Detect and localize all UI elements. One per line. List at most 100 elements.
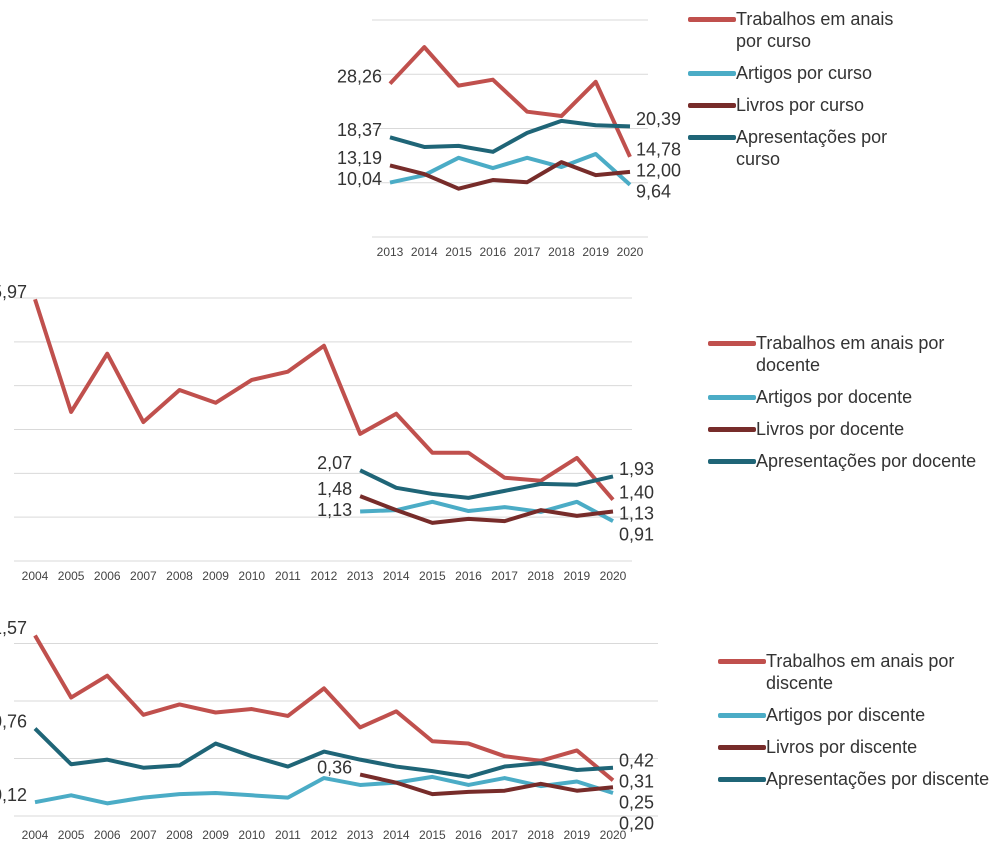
x-tick-label: 2004 — [22, 569, 49, 583]
x-tick-label: 2014 — [411, 245, 438, 259]
data-label: 1,13 — [317, 500, 352, 520]
data-label: 18,37 — [337, 120, 382, 140]
data-label: 0,12 — [0, 785, 27, 805]
legend-entry: Artigos por curso — [688, 62, 898, 84]
legend-swatch — [708, 341, 756, 346]
legend-entry: Trabalhos em anais por discente — [718, 650, 1002, 694]
data-label: 20,39 — [636, 109, 681, 129]
x-tick-label: 2016 — [480, 245, 507, 259]
legend-entry: Apresentações por docente — [708, 450, 998, 472]
series-line — [388, 45, 632, 158]
x-tick-label: 2011 — [275, 828, 301, 842]
legend-swatch — [708, 395, 756, 400]
legend-entry: Apresentações por discente — [718, 768, 1002, 790]
legend-swatch — [688, 17, 736, 22]
data-label: 0,25 — [619, 792, 654, 812]
legend-entry: Livros por docente — [708, 418, 998, 440]
x-tick-label: 2009 — [202, 569, 229, 583]
x-tick-label: 2016 — [455, 569, 482, 583]
series-line — [359, 468, 614, 500]
data-label: 5,97 — [0, 282, 27, 302]
x-tick-label: 2010 — [238, 569, 265, 583]
data-label: 1,93 — [619, 459, 654, 479]
data-label: 1,57 — [0, 618, 27, 638]
x-tick-label: 2015 — [419, 569, 446, 583]
x-tick-label: 2015 — [419, 828, 446, 842]
x-tick-label: 2009 — [202, 828, 229, 842]
x-tick-label: 2010 — [238, 828, 265, 842]
x-tick-label: 2018 — [548, 245, 575, 259]
legend-label: Artigos por docente — [756, 387, 913, 407]
data-label: 1,48 — [317, 479, 352, 499]
x-tick-label: 2006 — [94, 828, 121, 842]
x-tick-label: 2017 — [514, 245, 541, 259]
x-tick-label: 2005 — [58, 828, 85, 842]
x-tick-label: 2006 — [94, 569, 121, 583]
x-tick-label: 2011 — [275, 569, 301, 583]
x-tick-label: 2018 — [527, 828, 554, 842]
x-tick-label: 2020 — [600, 828, 627, 842]
data-label: 9,64 — [636, 182, 671, 202]
x-tick-label: 2017 — [491, 569, 518, 583]
legend-swatch — [718, 745, 766, 750]
legend-label: Apresentações por docente — [756, 451, 977, 471]
x-tick-label: 2013 — [347, 828, 374, 842]
legend-label: Apresentações por curso — [736, 127, 888, 169]
legend: Trabalhos em anais por curso Artigos por … — [688, 8, 898, 180]
legend-entry: Artigos por docente — [708, 386, 998, 408]
series-line — [359, 494, 614, 525]
legend-label: Artigos por curso — [736, 63, 873, 83]
legend-label: Livros por curso — [736, 95, 865, 115]
legend-entry: Trabalhos em anais por docente — [708, 332, 998, 376]
data-label: 0,20 — [619, 813, 654, 833]
legend-entry: Livros por discente — [718, 736, 1002, 758]
data-label: 10,04 — [337, 169, 382, 189]
x-tick-label: 2019 — [564, 828, 591, 842]
legend-label: Livros por discente — [766, 737, 918, 757]
legend-entry: Artigos por discente — [718, 704, 1002, 726]
data-label: 0,76 — [0, 711, 27, 731]
data-label: 1,13 — [619, 503, 654, 523]
legend-swatch — [688, 135, 736, 140]
legend-label: Artigos por discente — [766, 705, 926, 725]
data-label: 0,91 — [619, 524, 654, 544]
series-line — [33, 727, 614, 779]
legend-swatch — [708, 427, 756, 432]
data-label: 0,36 — [317, 757, 352, 777]
x-tick-label: 2019 — [582, 245, 609, 259]
data-label: 28,26 — [337, 66, 382, 86]
legend-entry: Trabalhos em anais por curso — [688, 8, 898, 52]
x-tick-label: 2014 — [383, 569, 410, 583]
x-tick-label: 2008 — [166, 569, 193, 583]
x-tick-label: 2014 — [383, 828, 410, 842]
legend-swatch — [688, 103, 736, 108]
legend: Trabalhos em anais por discente Artigos p… — [718, 650, 1002, 800]
x-tick-label: 2016 — [455, 828, 482, 842]
x-tick-label: 2017 — [491, 828, 518, 842]
legend-entry: Livros por curso — [688, 94, 898, 116]
series-line — [33, 634, 615, 782]
series-line — [34, 774, 614, 806]
x-tick-label: 2008 — [166, 828, 193, 842]
x-tick-label: 2020 — [617, 245, 644, 259]
data-label: 12,00 — [636, 161, 681, 181]
legend-swatch — [718, 713, 766, 718]
x-tick-label: 2012 — [311, 828, 338, 842]
legend-swatch — [718, 659, 766, 664]
legend: Trabalhos em anais por docente Artigos po… — [708, 332, 998, 482]
series-line — [389, 151, 632, 187]
x-tick-label: 2005 — [58, 569, 85, 583]
series-line — [33, 298, 615, 501]
series-line — [389, 160, 631, 191]
x-tick-label: 2004 — [22, 828, 49, 842]
x-tick-label: 2013 — [347, 569, 374, 583]
x-tick-label: 2019 — [564, 569, 591, 583]
data-label: 2,07 — [317, 453, 352, 473]
series-line — [389, 118, 631, 154]
data-label: 0,42 — [619, 750, 654, 770]
x-tick-label: 2020 — [600, 569, 627, 583]
legend-label: Trabalhos em anais por discente — [766, 651, 955, 693]
legend-label: Trabalhos em anais por docente — [756, 333, 945, 375]
